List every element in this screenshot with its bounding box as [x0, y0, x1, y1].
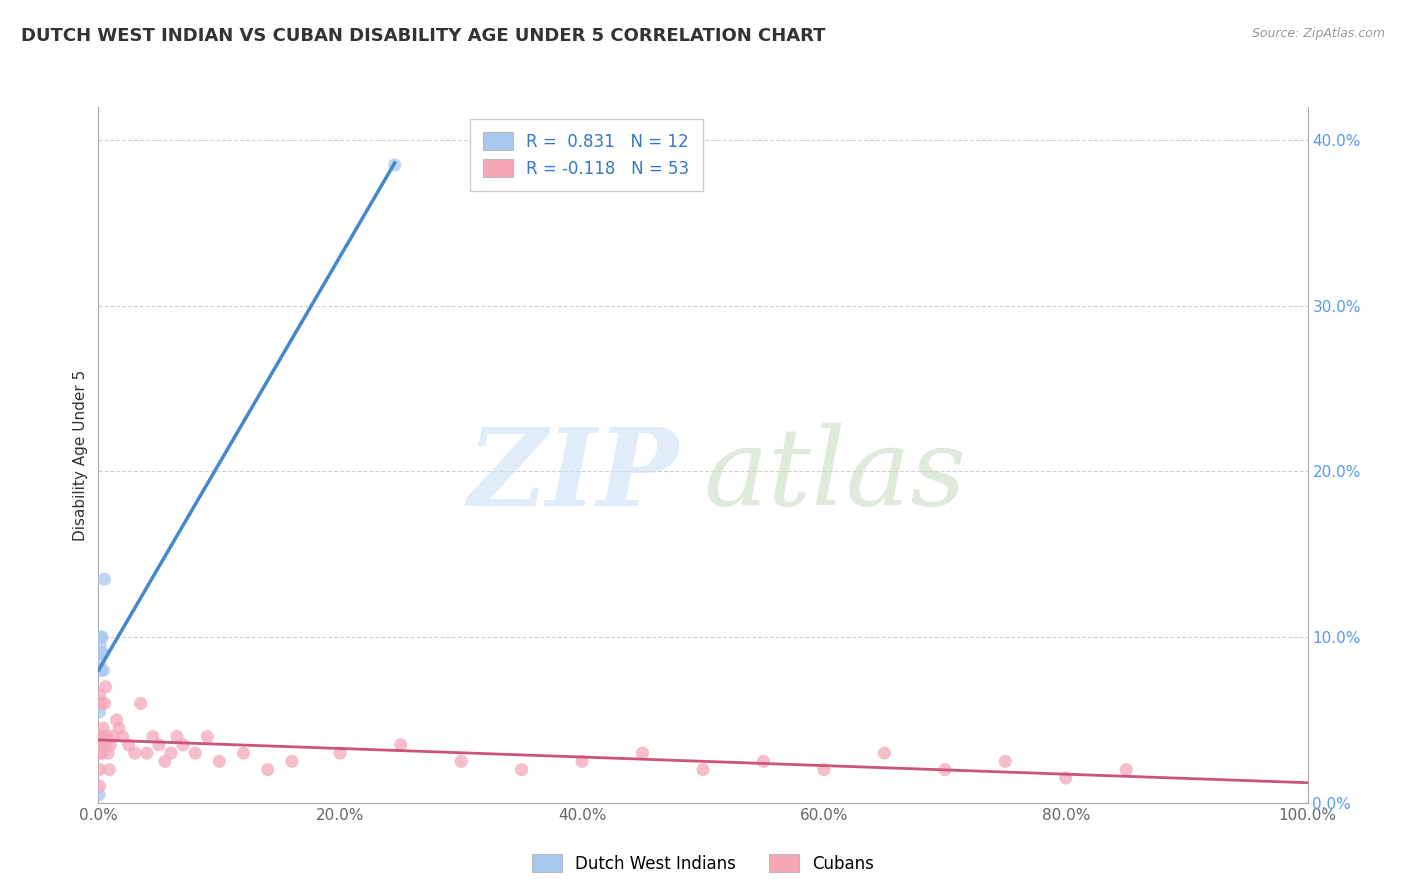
Point	[91, 647, 114, 661]
Point	[90, 663, 112, 677]
Y-axis label: Disability Age Under 5: Disability Age Under 5	[73, 369, 89, 541]
Point	[94, 738, 117, 752]
Point	[873, 746, 896, 760]
Point	[91, 630, 114, 644]
Point	[384, 158, 406, 172]
Point	[89, 688, 111, 702]
Point	[111, 730, 134, 744]
Point	[184, 746, 207, 760]
Text: atlas: atlas	[703, 423, 966, 528]
Point	[160, 746, 183, 760]
Point	[232, 746, 254, 760]
Point	[934, 763, 956, 777]
Point	[89, 655, 111, 669]
Legend: Dutch West Indians, Cubans: Dutch West Indians, Cubans	[524, 847, 882, 880]
Point	[142, 730, 165, 744]
Point	[90, 730, 112, 744]
Point	[87, 788, 110, 802]
Point	[89, 779, 111, 793]
Point	[93, 730, 115, 744]
Point	[208, 755, 231, 769]
Point	[91, 730, 114, 744]
Point	[631, 746, 654, 760]
Text: Source: ZipAtlas.com: Source: ZipAtlas.com	[1251, 27, 1385, 40]
Point	[135, 746, 157, 760]
Point	[108, 721, 131, 735]
Point	[91, 738, 114, 752]
Point	[256, 763, 278, 777]
Point	[1115, 763, 1137, 777]
Point	[90, 746, 112, 760]
Point	[172, 738, 194, 752]
Point	[90, 630, 112, 644]
Point	[89, 763, 111, 777]
Point	[91, 647, 114, 661]
Point	[692, 763, 714, 777]
Point	[389, 738, 412, 752]
Point	[118, 738, 141, 752]
Point	[281, 755, 304, 769]
Point	[100, 738, 122, 752]
Point	[91, 746, 114, 760]
Point	[91, 663, 114, 677]
Point	[89, 639, 111, 653]
Point	[94, 680, 117, 694]
Point	[124, 746, 146, 760]
Point	[101, 730, 124, 744]
Point	[1054, 771, 1077, 785]
Point	[129, 697, 152, 711]
Legend: R =  0.831   N = 12, R = -0.118   N = 53: R = 0.831 N = 12, R = -0.118 N = 53	[470, 119, 703, 191]
Point	[98, 763, 121, 777]
Point	[510, 763, 533, 777]
Point	[91, 721, 114, 735]
Point	[813, 763, 835, 777]
Point	[153, 755, 176, 769]
Text: ZIP: ZIP	[467, 423, 679, 529]
Point	[93, 572, 115, 586]
Point	[752, 755, 775, 769]
Point	[97, 746, 120, 760]
Point	[166, 730, 188, 744]
Text: DUTCH WEST INDIAN VS CUBAN DISABILITY AGE UNDER 5 CORRELATION CHART: DUTCH WEST INDIAN VS CUBAN DISABILITY AG…	[21, 27, 825, 45]
Point	[571, 755, 593, 769]
Point	[90, 697, 112, 711]
Point	[93, 697, 115, 711]
Point	[329, 746, 352, 760]
Point	[450, 755, 472, 769]
Point	[195, 730, 218, 744]
Point	[105, 713, 128, 727]
Point	[96, 730, 118, 744]
Point	[148, 738, 170, 752]
Point	[89, 705, 111, 719]
Point	[994, 755, 1017, 769]
